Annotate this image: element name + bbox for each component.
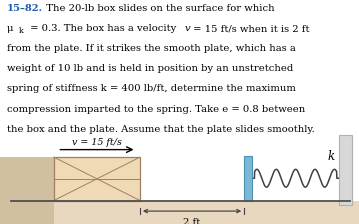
Polygon shape bbox=[244, 156, 252, 200]
Text: v: v bbox=[185, 24, 191, 33]
Text: weight of 10 lb and is held in position by an unstretched: weight of 10 lb and is held in position … bbox=[7, 64, 293, 73]
Text: 2 ft: 2 ft bbox=[183, 218, 201, 224]
Text: = 15 ft/s when it is 2 ft: = 15 ft/s when it is 2 ft bbox=[190, 24, 310, 33]
Polygon shape bbox=[339, 135, 352, 205]
Polygon shape bbox=[54, 157, 140, 200]
Text: = 0.3. The box has a velocity: = 0.3. The box has a velocity bbox=[27, 24, 179, 33]
Text: k: k bbox=[328, 151, 335, 164]
Text: μ: μ bbox=[7, 24, 14, 33]
Text: the box and the plate. Assume that the plate slides smoothly.: the box and the plate. Assume that the p… bbox=[7, 125, 315, 134]
Polygon shape bbox=[0, 200, 359, 224]
Text: compression imparted to the spring. Take e = 0.8 between: compression imparted to the spring. Take… bbox=[7, 105, 306, 114]
Text: k: k bbox=[19, 27, 24, 35]
Text: from the plate. If it strikes the smooth plate, which has a: from the plate. If it strikes the smooth… bbox=[7, 44, 296, 53]
Text: v = 15 ft/s: v = 15 ft/s bbox=[72, 138, 122, 147]
Text: The 20-lb box slides on the surface for which: The 20-lb box slides on the surface for … bbox=[40, 4, 275, 13]
Text: spring of stiffness k = 400 lb/ft, determine the maximum: spring of stiffness k = 400 lb/ft, deter… bbox=[7, 84, 296, 93]
Polygon shape bbox=[0, 157, 54, 224]
Text: 15–82.: 15–82. bbox=[7, 4, 43, 13]
